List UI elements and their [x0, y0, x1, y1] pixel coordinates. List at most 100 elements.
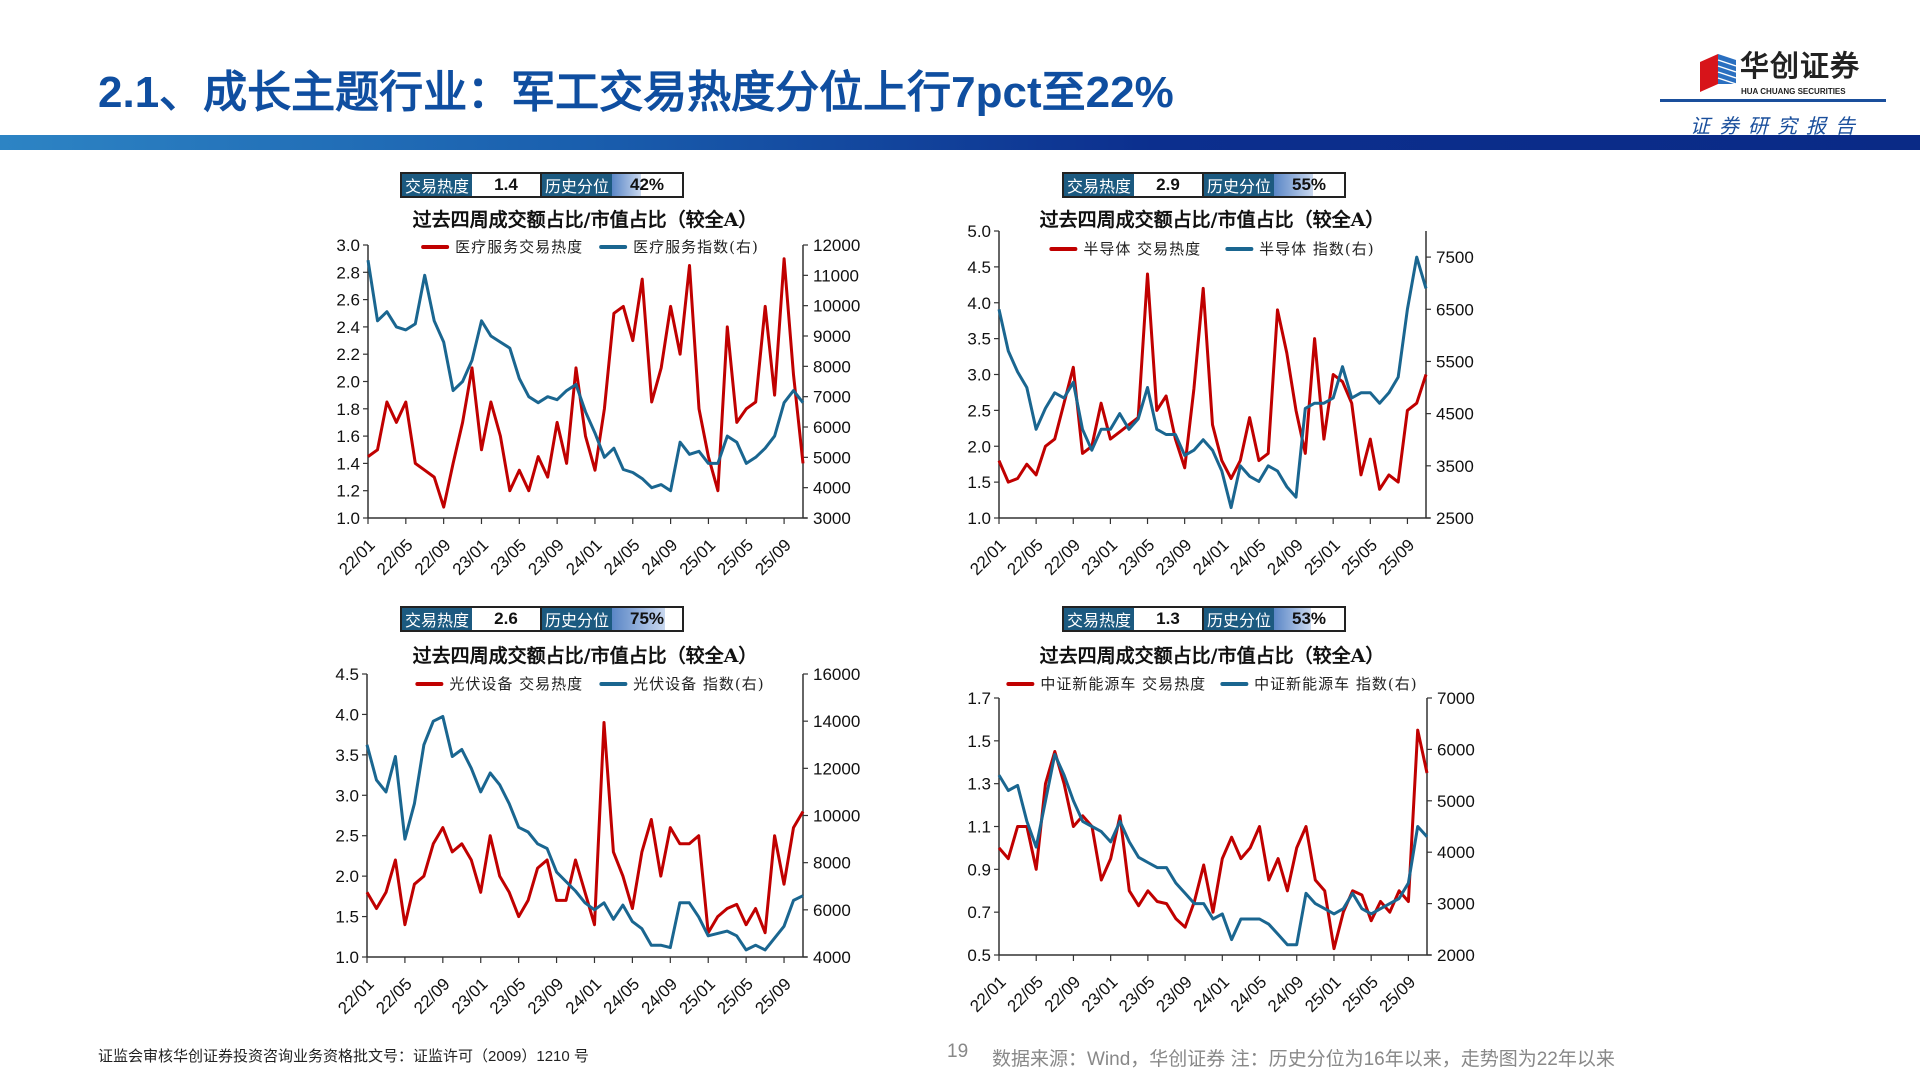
y-right-tick-label: 16000 — [813, 665, 860, 684]
chart-legend: 半导体 交易热度 半导体 指数(右) — [1049, 240, 1374, 258]
x-tick-label: 24/09 — [638, 974, 682, 1018]
index-series-line — [366, 259, 805, 493]
y-right-tick-label: 3000 — [813, 509, 851, 528]
x-tick-label: 24/01 — [562, 974, 606, 1018]
y-left-tick-label: 0.9 — [967, 860, 991, 879]
y-right-tick-label: 10000 — [813, 297, 860, 316]
y-right-tick-label: 10000 — [813, 807, 860, 826]
x-tick-label: 24/09 — [1264, 972, 1308, 1016]
x-tick-label: 23/01 — [448, 974, 492, 1018]
y-left-tick-label: 2.0 — [967, 437, 991, 456]
x-tick-label: 22/09 — [411, 535, 455, 579]
y-left-tick-label: 2.6 — [336, 291, 360, 310]
x-tick-label: 25/05 — [714, 535, 758, 579]
percentile-label: 历史分位 — [542, 608, 612, 630]
y-right-tick-label: 8000 — [813, 854, 851, 873]
header-band — [0, 135, 1920, 150]
y-right-tick-label: 5500 — [1436, 352, 1474, 371]
x-tick-label: 25/01 — [676, 974, 720, 1018]
y-left-tick-label: 1.1 — [967, 818, 991, 837]
y-left-tick-label: 2.0 — [336, 373, 360, 392]
x-tick-label: 23/05 — [486, 974, 530, 1018]
heat-label: 交易热度 — [402, 174, 472, 196]
page-number: 19 — [947, 1041, 969, 1062]
x-tick-label: 24/05 — [600, 535, 644, 579]
license-note: 证监会审核华创证券投资咨询业务资格批文号：证监许可（2009）1210 号 — [98, 1048, 589, 1065]
legend-swatch — [599, 682, 628, 686]
x-tick-label: 22/01 — [334, 974, 378, 1018]
y-left-tick-label: 3.0 — [335, 786, 359, 805]
y-right-tick-label: 2000 — [1437, 946, 1475, 965]
legend-item: 医疗服务交易热度 — [421, 238, 583, 256]
legend-swatch — [1225, 247, 1254, 251]
y-left-tick-label: 2.4 — [336, 318, 360, 337]
y-right-tick-label: 12000 — [813, 759, 860, 778]
y-left-tick-label: 3.5 — [335, 746, 359, 765]
y-left-tick-label: 4.5 — [335, 665, 359, 684]
y-left-tick-label: 1.3 — [967, 775, 991, 794]
x-tick-label: 22/01 — [966, 535, 1010, 579]
legend-swatch — [421, 245, 450, 249]
y-right-tick-label: 4500 — [1436, 405, 1474, 424]
heat-label: 交易热度 — [1064, 174, 1134, 196]
percentile-value: 53% — [1291, 609, 1327, 628]
x-tick-label: 22/05 — [1004, 972, 1048, 1016]
heat-label: 交易热度 — [1064, 608, 1134, 630]
x-tick-label: 22/01 — [966, 972, 1010, 1016]
chart-title: 过去四周成交额占比/市值占比（较全A） — [412, 209, 758, 231]
legend-swatch — [1006, 682, 1035, 686]
page-title: 2.1、成长主题行业：军工交易热度分位上行7pct至22% — [98, 68, 1174, 117]
legend-label: 光伏设备 交易热度 — [449, 675, 584, 693]
y-left-tick-label: 4.0 — [335, 705, 359, 724]
legend-item: 光伏设备 指数(右) — [599, 675, 764, 693]
x-tick-label: 22/09 — [410, 974, 454, 1018]
heat-series-line — [997, 272, 1428, 491]
y-right-tick-label: 5000 — [1437, 792, 1475, 811]
index-series-line — [365, 715, 804, 952]
y-left-tick-label: 3.0 — [967, 366, 991, 385]
y-right-tick-label: 14000 — [813, 712, 860, 731]
percentile-value: 75% — [629, 609, 665, 628]
y-right-tick-label: 3500 — [1436, 457, 1474, 476]
x-tick-label: 25/05 — [713, 974, 757, 1018]
x-tick-label: 24/05 — [600, 974, 644, 1018]
y-right-tick-label: 3000 — [1437, 895, 1475, 914]
percentile-label: 历史分位 — [1204, 608, 1274, 630]
legend-item: 中证新能源车 指数(右) — [1220, 675, 1417, 693]
stat-box-3: 交易热度 2.6 历史分位 75% — [400, 606, 684, 632]
legend-label: 中证新能源车 交易热度 — [1040, 675, 1207, 693]
percentile-value: 42% — [629, 175, 665, 194]
percentile-cell: 42% — [612, 174, 682, 196]
logo-mark-icon — [1700, 54, 1736, 92]
y-left-tick-label: 5.0 — [967, 222, 991, 241]
legend-swatch — [1049, 247, 1078, 251]
y-left-tick-label: 2.8 — [336, 263, 360, 282]
x-tick-label: 25/09 — [751, 535, 795, 579]
x-tick-label: 25/05 — [1338, 535, 1382, 579]
legend-item: 中证新能源车 交易热度 — [1006, 675, 1206, 693]
y-left-tick-label: 2.0 — [335, 867, 359, 886]
y-left-tick-label: 3.0 — [336, 236, 360, 255]
x-tick-label: 22/09 — [1041, 972, 1085, 1016]
legend-item: 光伏设备 交易热度 — [415, 675, 583, 693]
chart-legend: 光伏设备 交易热度 光伏设备 指数(右) — [415, 675, 764, 693]
percentile-value: 55% — [1291, 175, 1327, 194]
y-right-tick-label: 2500 — [1436, 509, 1474, 528]
y-right-tick-label: 4000 — [813, 948, 851, 967]
logo-text-en: HUA CHUANG SECURITIES — [1741, 87, 1846, 96]
x-tick-label: 25/05 — [1338, 972, 1382, 1016]
x-tick-label: 23/05 — [1115, 972, 1159, 1016]
y-left-tick-label: 2.5 — [335, 827, 359, 846]
y-left-tick-label: 1.6 — [336, 427, 360, 446]
y-right-tick-label: 11000 — [813, 266, 859, 285]
x-tick-label: 23/01 — [1078, 535, 1122, 579]
y-right-tick-label: 6000 — [813, 418, 851, 437]
y-left-tick-label: 0.7 — [967, 903, 991, 922]
y-left-tick-label: 4.0 — [967, 294, 991, 313]
percentile-cell: 75% — [612, 608, 682, 630]
y-left-tick-label: 3.5 — [967, 330, 991, 349]
legend-label: 医疗服务指数(右) — [633, 238, 759, 256]
company-logo: 华创证券 HUA CHUANG SECURITIES — [1696, 52, 1886, 98]
legend-item: 半导体 交易热度 — [1049, 240, 1201, 258]
